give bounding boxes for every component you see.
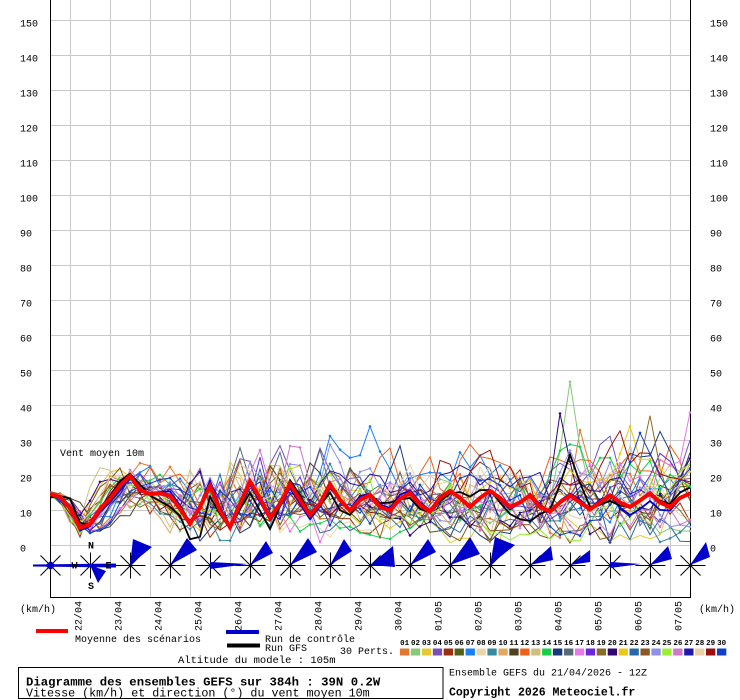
- svg-text:01/05: 01/05: [434, 601, 446, 631]
- svg-text:150: 150: [710, 20, 728, 31]
- svg-text:140: 140: [20, 55, 38, 66]
- svg-text:100: 100: [710, 195, 728, 206]
- svg-text:40: 40: [20, 405, 32, 416]
- svg-text:07/05: 07/05: [674, 601, 686, 631]
- svg-text:22/04: 22/04: [74, 601, 86, 631]
- svg-text:0: 0: [710, 545, 716, 556]
- svg-text:18: 18: [586, 640, 596, 648]
- svg-text:29/04: 29/04: [354, 601, 366, 631]
- svg-text:01: 01: [400, 640, 410, 648]
- svg-text:N: N: [88, 542, 94, 553]
- svg-text:14: 14: [542, 640, 552, 648]
- svg-text:20: 20: [608, 640, 618, 648]
- svg-text:21: 21: [619, 640, 629, 648]
- svg-text:20: 20: [20, 475, 32, 486]
- svg-text:20: 20: [710, 475, 722, 486]
- svg-text:12: 12: [520, 640, 530, 648]
- svg-text:Altitude du modele : 105m: Altitude du modele : 105m: [178, 655, 336, 667]
- svg-text:E: E: [105, 562, 111, 573]
- svg-text:100: 100: [20, 195, 38, 206]
- svg-text:05/05: 05/05: [594, 601, 606, 631]
- svg-text:W: W: [71, 562, 77, 573]
- svg-text:Diagramme des ensembles GEFS s: Diagramme des ensembles GEFS sur 384h : …: [26, 676, 381, 690]
- svg-text:09: 09: [487, 640, 497, 648]
- svg-text:Vitesse (km/h) et direction (°: Vitesse (km/h) et direction (°) du vent …: [26, 687, 370, 700]
- svg-text:90: 90: [20, 230, 32, 241]
- svg-text:16: 16: [564, 640, 574, 648]
- svg-text:03/05: 03/05: [514, 601, 526, 631]
- svg-text:07: 07: [466, 640, 475, 648]
- svg-text:120: 120: [20, 125, 38, 136]
- svg-text:03: 03: [422, 640, 432, 648]
- svg-text:(km/h): (km/h): [20, 604, 56, 616]
- svg-text:40: 40: [710, 405, 722, 416]
- svg-text:02: 02: [411, 640, 421, 648]
- svg-text:10: 10: [498, 640, 508, 648]
- svg-text:Run de contrôle: Run de contrôle: [265, 634, 355, 646]
- svg-text:30 Perts.: 30 Perts.: [340, 647, 394, 658]
- svg-text:25/04: 25/04: [194, 601, 206, 631]
- svg-text:17: 17: [575, 640, 584, 648]
- svg-text:19: 19: [597, 640, 607, 648]
- svg-text:24: 24: [651, 640, 661, 648]
- svg-text:13: 13: [531, 640, 541, 648]
- svg-text:25: 25: [662, 640, 672, 648]
- svg-text:150: 150: [20, 20, 38, 31]
- svg-text:80: 80: [710, 265, 722, 276]
- svg-text:22: 22: [630, 640, 640, 648]
- svg-text:110: 110: [20, 160, 38, 171]
- svg-text:110: 110: [710, 160, 728, 171]
- svg-text:Run GFS: Run GFS: [265, 644, 307, 655]
- svg-text:27/04: 27/04: [274, 601, 286, 631]
- svg-text:50: 50: [20, 370, 32, 381]
- svg-text:06/05: 06/05: [634, 601, 646, 631]
- svg-text:Moyenne des scénarios: Moyenne des scénarios: [75, 634, 201, 646]
- svg-text:08: 08: [477, 640, 487, 648]
- svg-text:26/04: 26/04: [234, 601, 246, 631]
- svg-text:15: 15: [553, 640, 563, 648]
- svg-text:04: 04: [433, 640, 443, 648]
- svg-text:30: 30: [20, 440, 32, 451]
- svg-text:26: 26: [673, 640, 683, 648]
- svg-text:70: 70: [20, 300, 32, 311]
- svg-text:11: 11: [509, 640, 519, 648]
- svg-text:0: 0: [20, 545, 26, 556]
- svg-text:10: 10: [710, 510, 722, 521]
- svg-text:05: 05: [444, 640, 454, 648]
- svg-text:Ensemble GEFS du 21/04/2026 -: Ensemble GEFS du 21/04/2026 - 12Z: [449, 668, 647, 680]
- svg-text:60: 60: [710, 335, 722, 346]
- svg-text:28: 28: [695, 640, 705, 648]
- svg-text:29: 29: [706, 640, 716, 648]
- svg-text:30: 30: [710, 440, 722, 451]
- svg-text:10: 10: [20, 510, 32, 521]
- svg-text:S: S: [88, 582, 94, 593]
- svg-text:120: 120: [710, 125, 728, 136]
- svg-text:23: 23: [641, 640, 651, 648]
- svg-text:130: 130: [710, 90, 728, 101]
- svg-text:02/05: 02/05: [474, 601, 486, 631]
- svg-text:Copyright 2026 Meteociel.fr: Copyright 2026 Meteociel.fr: [449, 687, 635, 700]
- svg-text:30/04: 30/04: [394, 601, 406, 631]
- svg-text:06: 06: [455, 640, 465, 648]
- svg-text:23/04: 23/04: [114, 601, 126, 631]
- svg-text:30: 30: [717, 640, 727, 648]
- svg-text:Vent moyen 10m: Vent moyen 10m: [60, 449, 144, 460]
- svg-text:130: 130: [20, 90, 38, 101]
- svg-text:24/04: 24/04: [154, 601, 166, 631]
- svg-text:27: 27: [684, 640, 693, 648]
- svg-text:70: 70: [710, 300, 722, 311]
- svg-text:60: 60: [20, 335, 32, 346]
- svg-text:04/05: 04/05: [554, 601, 566, 631]
- svg-text:80: 80: [20, 265, 32, 276]
- svg-text:140: 140: [710, 55, 728, 66]
- svg-text:28/04: 28/04: [314, 601, 326, 631]
- svg-text:(km/h): (km/h): [699, 604, 735, 616]
- svg-text:90: 90: [710, 230, 722, 241]
- svg-text:50: 50: [710, 370, 722, 381]
